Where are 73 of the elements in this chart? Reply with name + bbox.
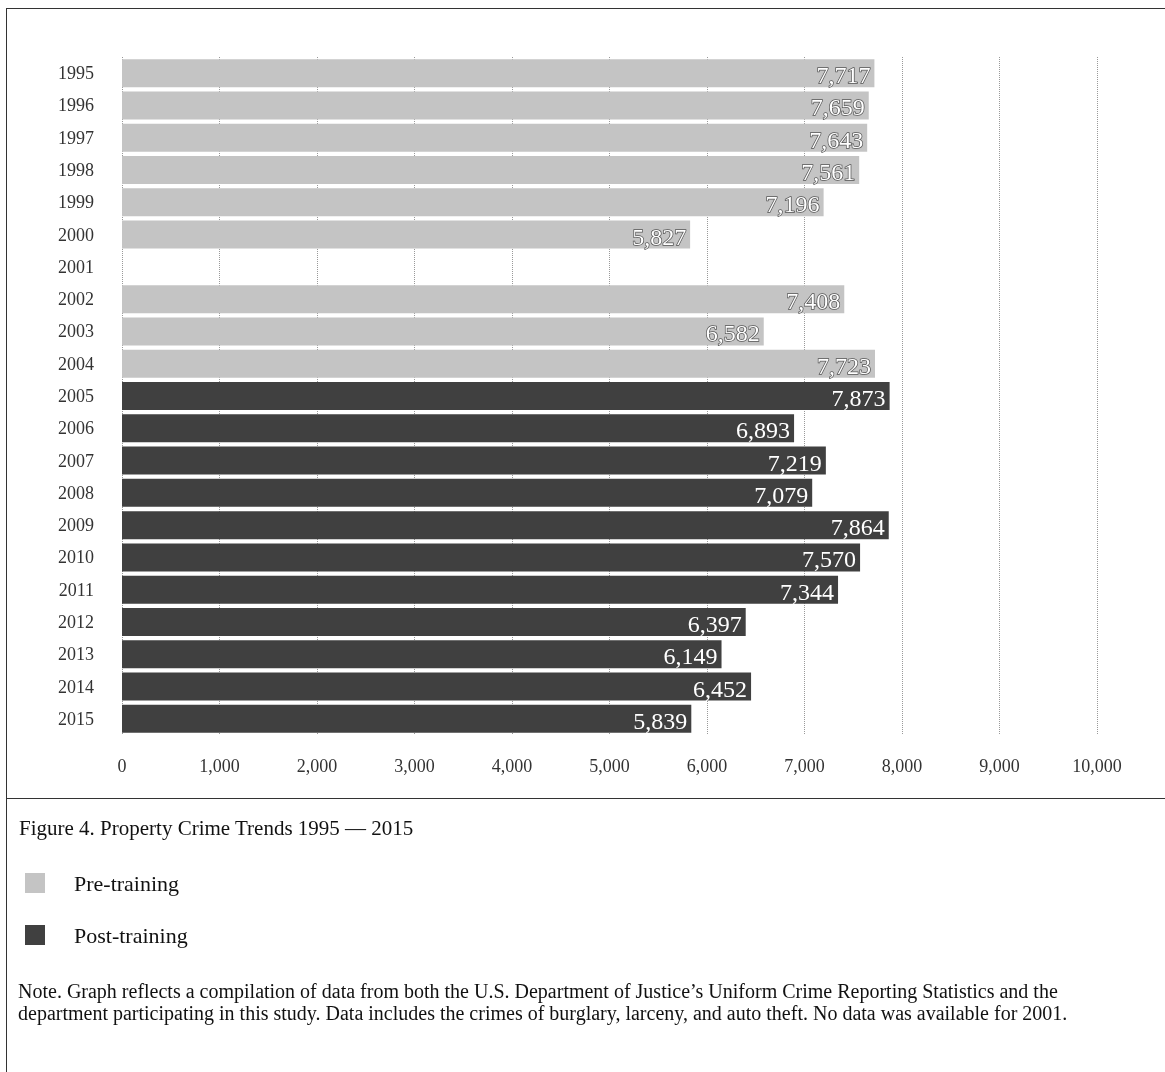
y-tick-label: 2008 [58, 482, 94, 503]
data-label: 7,864 [830, 514, 885, 541]
bar [122, 414, 795, 443]
bar [122, 59, 875, 88]
x-tick-label: 7,000 [784, 756, 825, 776]
data-label: 7,561 [801, 159, 856, 185]
legend-label: Pre-training [74, 870, 180, 896]
y-tick-label: 2007 [58, 450, 94, 471]
bar [122, 575, 839, 604]
data-label: 7,873 [831, 385, 886, 411]
bar [122, 704, 692, 733]
data-label: 7,219 [767, 449, 822, 476]
data-label: 5,839 [633, 707, 688, 734]
x-tick-label: 8,000 [881, 756, 923, 776]
y-tick-label: 2011 [58, 579, 94, 600]
y-tick-label: 2003 [58, 321, 94, 342]
x-tick-label: 10,000 [1072, 756, 1122, 776]
y-tick-label: 2002 [58, 289, 94, 310]
bar [122, 349, 875, 378]
data-label: 7,717 [816, 62, 871, 89]
bar [122, 640, 722, 669]
x-tick-label: 0 [117, 756, 127, 776]
bar [122, 543, 861, 572]
data-label: 7,659 [810, 94, 865, 121]
y-tick-label: 1997 [58, 127, 94, 148]
y-tick-label: 2014 [58, 676, 94, 697]
legend-label: Post-training [74, 922, 188, 948]
data-label: 7,079 [754, 481, 809, 508]
x-tick-label: 9,000 [979, 756, 1020, 776]
x-tick-label: 3,000 [394, 756, 435, 776]
y-tick-label: 2009 [58, 515, 94, 536]
y-tick-label: 2013 [58, 644, 94, 665]
x-tick-label: 4,000 [491, 756, 533, 776]
bar [122, 511, 889, 540]
x-tick-label: 5,000 [589, 756, 630, 776]
x-tick-label: 2,000 [296, 756, 338, 776]
bar [122, 478, 813, 507]
bar [122, 317, 764, 346]
bar [122, 382, 890, 410]
y-tick-label: 2010 [58, 547, 94, 568]
y-tick-label: 1999 [58, 192, 94, 213]
data-label: 6,452 [693, 675, 748, 702]
data-label: 7,344 [780, 578, 835, 605]
data-label: 7,723 [816, 352, 871, 379]
bar [122, 156, 860, 184]
text: Note. Graph reflects a compilation of data from both the U.S. Department of Justice’s Uniform Crime Reporting Statistics and the department participating in this study. Data includes the crimes of burglary, larceny, and auto theft. No data was available for 2001. [18, 980, 1068, 1025]
data-label: 6,149 [663, 643, 718, 670]
bar [122, 188, 824, 217]
bar [122, 91, 869, 120]
y-tick-label: 1995 [58, 63, 94, 84]
bar [122, 220, 691, 249]
y-tick-label: 2006 [58, 418, 94, 439]
y-tick-label: 2012 [58, 612, 94, 632]
data-label: 5,827 [632, 223, 687, 250]
y-tick-label: 2004 [58, 353, 94, 374]
bar [122, 608, 746, 636]
data-label: 7,570 [802, 546, 857, 573]
text: Figure 4. Property Crime Trends 1995 — 2015 [19, 815, 414, 840]
y-tick-label: 2015 [58, 708, 94, 729]
bar [122, 123, 868, 152]
data-label: 6,893 [736, 417, 791, 444]
y-tick-label: 2001 [58, 256, 94, 277]
y-tick-label: 1996 [58, 95, 94, 116]
data-label: 6,397 [687, 611, 742, 637]
y-tick-label: 1998 [58, 160, 94, 180]
data-label: 7,408 [786, 288, 841, 315]
bar [122, 672, 752, 701]
x-tick-label: 6,000 [686, 756, 728, 776]
bar [122, 285, 845, 314]
bar [122, 446, 826, 475]
x-tick-label: 1,000 [199, 756, 240, 776]
y-tick-label: 2000 [58, 224, 94, 245]
y-tick-label: 2005 [58, 386, 94, 406]
